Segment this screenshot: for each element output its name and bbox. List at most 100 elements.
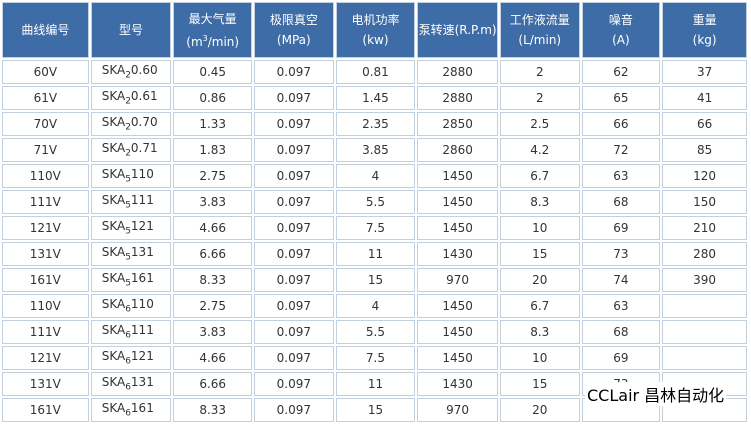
cell: 6.7 — [499, 164, 580, 188]
cell: 161V — [2, 398, 89, 422]
model-num: 0.70 — [130, 115, 158, 130]
table-row: 131V SKA5131 6.66 0.097 11 1430 15 73 280 — [2, 242, 747, 266]
cell: 1430 — [417, 372, 498, 396]
column-header: 重量 (kg) — [662, 2, 747, 58]
cell: 1.33 — [173, 112, 252, 136]
model-sub: 2 — [125, 70, 131, 81]
model-sub: 6 — [125, 330, 131, 341]
model-base: SKA — [101, 115, 126, 130]
cell: 70V — [2, 112, 89, 136]
column-header: 电机功率 (kw) — [335, 2, 416, 58]
model-cell: SKA5161 — [90, 268, 172, 292]
cell: 8.33 — [173, 268, 252, 292]
table-row: 61V SKA20.61 0.86 0.097 1.45 2880 2 65 41 — [2, 86, 747, 110]
cell: 0.097 — [254, 372, 334, 396]
cell: 62 — [581, 60, 661, 84]
cell: 7.5 — [335, 346, 416, 370]
model-num: 121 — [130, 349, 154, 364]
cell: 1430 — [417, 242, 498, 266]
cell: 15 — [499, 372, 580, 396]
model-base: SKA — [101, 245, 126, 260]
cell: 0.097 — [254, 294, 334, 318]
model-sub: 6 — [125, 356, 131, 367]
cell: 2 — [499, 60, 580, 84]
header-title: 工作液流量 — [509, 13, 570, 27]
cell: 2.75 — [173, 164, 252, 188]
model-sub: 5 — [125, 200, 131, 211]
header-unit: (kw) — [362, 33, 389, 47]
model-sub: 5 — [125, 252, 131, 263]
cell: 10 — [499, 346, 580, 370]
cell: 0.097 — [254, 398, 334, 422]
cell: 150 — [662, 190, 747, 214]
model-num: 0.60 — [130, 63, 158, 78]
table-row: 121V SKA6121 4.66 0.097 7.5 1450 10 69 — [2, 346, 747, 370]
model-num: 0.71 — [130, 141, 158, 156]
cell: 161V — [2, 268, 89, 292]
cell: 3.83 — [173, 190, 252, 214]
cell: 970 — [417, 268, 498, 292]
model-cell: SKA6121 — [90, 346, 172, 370]
header-unit: (kg) — [692, 33, 717, 47]
cell: 280 — [662, 242, 747, 266]
cell: 68 — [581, 320, 661, 344]
table-row: 121V SKA5121 4.66 0.097 7.5 1450 10 69 210 — [2, 216, 747, 240]
model-num: 0.61 — [130, 89, 158, 104]
empty-cell — [662, 320, 747, 344]
model-sub: 2 — [125, 148, 131, 159]
cell: 1450 — [417, 294, 498, 318]
cell: 121V — [2, 216, 89, 240]
cell: 60V — [2, 60, 89, 84]
model-cell: SKA6110 — [90, 294, 172, 318]
column-header: 型号 — [90, 2, 172, 58]
cell: 110V — [2, 164, 89, 188]
header-title: 极限真空 — [269, 13, 318, 27]
cell: 111V — [2, 320, 89, 344]
column-header: 曲线编号 — [2, 2, 89, 58]
cell: 1450 — [417, 190, 498, 214]
cell: 6.7 — [499, 294, 580, 318]
cell: 0.097 — [254, 60, 334, 84]
cell: 0.097 — [254, 242, 334, 266]
model-sub: 2 — [125, 96, 131, 107]
cell: 1450 — [417, 320, 498, 344]
cell: 0.097 — [254, 320, 334, 344]
table-row: 70V SKA20.70 1.33 0.097 2.35 2850 2.5 66 66 — [2, 112, 747, 136]
model-cell: SKA20.60 — [90, 60, 172, 84]
empty-cell — [662, 294, 747, 318]
model-base: SKA — [101, 219, 126, 234]
cell: 4 — [335, 294, 416, 318]
unit-text: /min) — [207, 34, 240, 49]
cell: 8.33 — [173, 398, 252, 422]
cell: 66 — [581, 112, 661, 136]
table-row: 111V SKA5111 3.83 0.097 5.5 1450 8.3 68 150 — [2, 190, 747, 214]
model-cell: SKA6111 — [90, 320, 172, 344]
model-sub: 6 — [125, 408, 131, 419]
cell: 6.66 — [173, 242, 252, 266]
header-unit: (m3/min) — [174, 29, 251, 52]
header-title: 电机功率 — [351, 13, 400, 27]
cell: 4.2 — [499, 138, 580, 162]
header-title: 型号 — [119, 23, 144, 37]
cell: 2 — [499, 86, 580, 110]
unit-sup: 3 — [202, 33, 208, 43]
cell: 3.85 — [335, 138, 416, 162]
cell: 4 — [335, 164, 416, 188]
cell: 0.81 — [335, 60, 416, 84]
cell: 0.097 — [254, 164, 334, 188]
cell: 11 — [335, 372, 416, 396]
cell: 2850 — [417, 112, 498, 136]
cell: 2.5 — [499, 112, 580, 136]
cell: 121V — [2, 346, 89, 370]
model-sub: 5 — [125, 278, 131, 289]
table-row: 110V SKA5110 2.75 0.097 4 1450 6.7 63 120 — [2, 164, 747, 188]
model-sub: 2 — [125, 122, 131, 133]
cell: 65 — [581, 86, 661, 110]
header-title: 噪音 — [608, 13, 633, 27]
cell: 66 — [662, 112, 747, 136]
model-base: SKA — [101, 193, 126, 208]
cell: 0.097 — [254, 268, 334, 292]
column-header: 极限真空 (MPa) — [254, 2, 334, 58]
cell: 4.66 — [173, 346, 252, 370]
